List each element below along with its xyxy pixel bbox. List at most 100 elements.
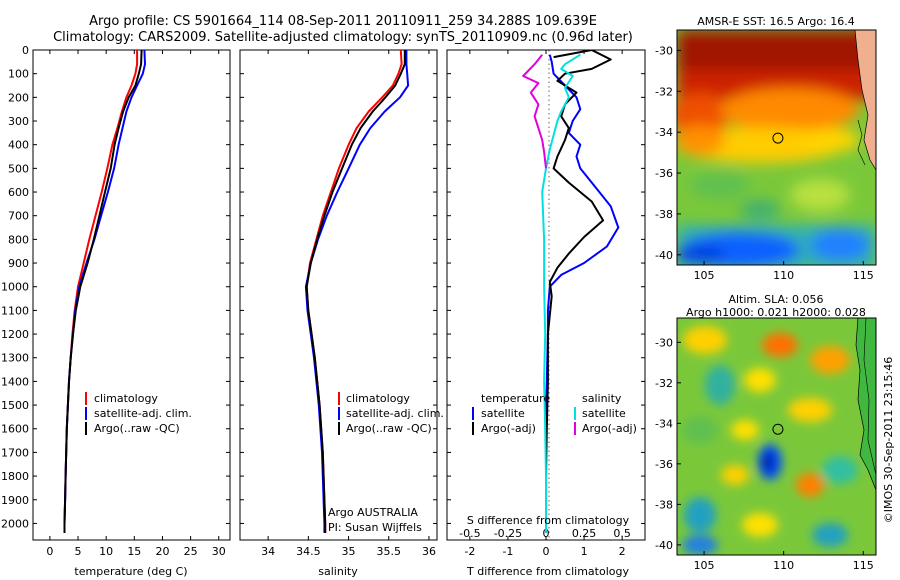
legend-salinity-heading: salinity: [582, 392, 622, 405]
argo-float-position-marker: [772, 423, 784, 435]
depth-tick-label: 600: [8, 186, 29, 199]
x-tick-label: 25: [184, 545, 198, 558]
temperature-series-lines: [63, 50, 146, 533]
temperature-legend: climatology satellite-adj. clim. Argo(..…: [85, 392, 192, 435]
series-line-temperature-satellite: [545, 54, 620, 533]
longitude-tick-label: 115: [853, 269, 874, 282]
sla-map-title-line1: Altim. SLA: 0.056: [728, 293, 823, 306]
argo-program-note: Argo AUSTRALIA: [328, 506, 418, 519]
depth-tick-label: 300: [8, 115, 29, 128]
salinity-difference-tick-label: -0.25: [494, 527, 522, 540]
sla-map-frame: [676, 317, 877, 556]
legend-argo-label: Argo(..raw -QC): [346, 422, 432, 435]
sla-map-panel: Altim. SLA: 0.056 Argo h1000: 0.021 h200…: [655, 293, 877, 572]
temperature-plot-frame: [32, 49, 231, 541]
legend-climatology-label: climatology: [94, 392, 158, 405]
australia-coastline: [855, 318, 876, 491]
sst-map-ticks: 105 110 115 -30 -32 -34 -36 -38 -40: [655, 44, 874, 282]
salinity-difference-tick-label: -0.5: [459, 527, 480, 540]
difference-series-lines: [522, 50, 620, 533]
latitude-tick-label: -32: [655, 85, 673, 98]
depth-tick-label: 1200: [1, 328, 29, 341]
longitude-tick-label: 105: [694, 269, 715, 282]
sla-map-title-line2: Argo h1000: 0.021 h2000: 0.028: [686, 306, 866, 319]
depth-tick-label: 1500: [1, 399, 29, 412]
figure-title-line1: Argo profile: CS 5901664_114 08-Sep-2011…: [89, 14, 597, 29]
x-tick-label: -1: [502, 545, 513, 558]
latitude-tick-label: -38: [655, 208, 673, 221]
depth-tick-label: 1400: [1, 375, 29, 388]
salinity-difference-tick-label: 0.25: [572, 527, 597, 540]
difference-depth-ticks: [447, 49, 645, 524]
sst-map-title: AMSR-E SST: 16.5 Argo: 16.4: [697, 15, 855, 28]
legend-climatology-label: climatology: [346, 392, 410, 405]
longitude-tick-label: 115: [853, 559, 874, 572]
temperature-profile-panel: 0100200300400500600700800900100011001200…: [1, 44, 231, 578]
x-tick-label: 34.5: [296, 545, 321, 558]
longitude-tick-label: 105: [694, 559, 715, 572]
latitude-tick-label: -38: [655, 498, 673, 511]
sla-map-ticks: 105 110 115 -30 -32 -34 -36 -38 -40: [655, 336, 874, 572]
x-tick-label: 36: [422, 545, 436, 558]
depth-tick-label: 100: [8, 68, 29, 81]
depth-tick-label: 700: [8, 210, 29, 223]
temperature-axis-ticks: 0 5 10 15 20 25 30: [46, 50, 226, 558]
salinity-profile-panel: 34 34.5 35 35.5 36 climatology satellite-adj…: [239, 49, 444, 578]
latitude-tick-label: -36: [655, 167, 673, 180]
series-line-temperature-argo-adj-: [545, 50, 612, 533]
figure-title-line2: Climatology: CARS2009. Satellite-adjuste…: [53, 30, 633, 45]
x-tick-label: 0: [46, 545, 53, 558]
sst-heatmap: [677, 30, 876, 265]
depth-tick-label: 2000: [1, 517, 29, 530]
temperature-difference-axis-label: T difference from climatology: [466, 565, 629, 578]
temperature-axis-label: temperature (deg C): [74, 565, 187, 578]
latitude-tick-label: -34: [655, 126, 673, 139]
latitude-tick-label: -30: [655, 44, 673, 57]
x-tick-label: 34: [261, 545, 275, 558]
principal-investigator-note: PI: Susan Wijffels: [328, 521, 422, 534]
latitude-tick-label: -36: [655, 458, 673, 471]
legend-sal-argo-label: Argo(-adj): [582, 422, 637, 435]
imos-credit-timestamp: ©IMOS 30-Sep-2011 23:15:46: [882, 357, 895, 523]
x-tick-label: 0: [543, 545, 550, 558]
sla-heatmap: [677, 318, 876, 555]
salinity-axis-label: salinity: [318, 565, 358, 578]
salinity-difference-axis-label: S difference from climatology: [467, 514, 630, 527]
depth-axis-ticks: 0 100 200 300 400 500 600 700 800 900 1000 1100 1200…: [1, 44, 230, 530]
sst-map-frame: [676, 29, 877, 266]
x-tick-label: 20: [155, 545, 169, 558]
legend-satellite-label: satellite-adj. clim.: [94, 407, 192, 420]
x-tick-label: 30: [212, 545, 226, 558]
legend-argo-label: Argo(..raw -QC): [94, 422, 180, 435]
legend-satellite-label: satellite-adj. clim.: [346, 407, 444, 420]
argo-float-position-marker: [772, 132, 784, 144]
x-tick-label: 10: [99, 545, 113, 558]
salinity-plot-frame: [239, 49, 438, 541]
depth-tick-label: 800: [8, 233, 29, 246]
x-tick-label: 35.5: [377, 545, 402, 558]
legend-temp-argo-label: Argo(-adj): [481, 422, 536, 435]
series-line-argo-raw-qc-: [63, 50, 143, 533]
series-line-argo-raw-qc-: [305, 50, 406, 533]
depth-tick-label: 1600: [1, 423, 29, 436]
depth-tick-label: 1100: [1, 304, 29, 317]
depth-tick-label: 1900: [1, 494, 29, 507]
salinity-legend: climatology satellite-adj. clim. Argo(..…: [338, 392, 444, 435]
depth-tick-label: 500: [8, 162, 29, 175]
x-tick-label: 2: [619, 545, 626, 558]
difference-axis-ticks: -2 -1 0 1 2 -0.5 -0.25 0 0.25 0.5: [459, 50, 631, 558]
legend-temperature-heading: temperature: [481, 392, 550, 405]
shelf-contour: [863, 318, 876, 476]
series-line-salinity-argo-adj-: [522, 54, 547, 169]
salinity-depth-ticks: [240, 49, 437, 524]
depth-tick-label: 400: [8, 139, 29, 152]
latitude-tick-label: -40: [655, 249, 673, 262]
difference-legend: temperature satellite Argo(-adj) salinit…: [472, 392, 637, 435]
series-line-salinity-satellite: [541, 53, 581, 533]
longitude-tick-label: 110: [773, 559, 794, 572]
depth-tick-label: 900: [8, 257, 29, 270]
legend-temp-satellite-label: satellite: [481, 407, 525, 420]
shelf-contour: [857, 119, 866, 166]
salinity-difference-tick-label: 0: [543, 527, 550, 540]
